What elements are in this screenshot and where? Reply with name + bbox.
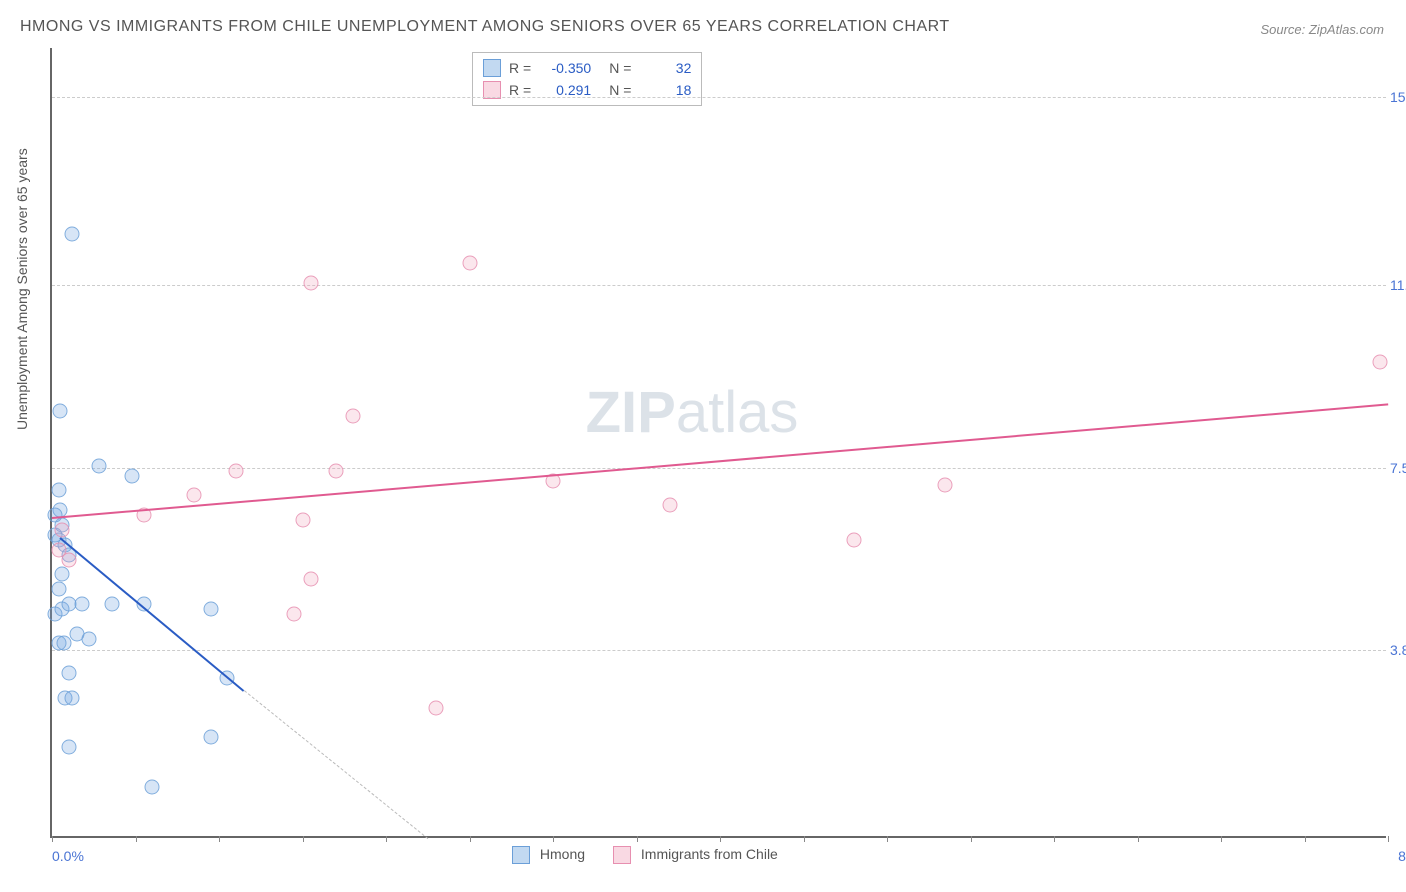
data-point [429, 700, 444, 715]
legend-swatch-blue [512, 846, 530, 864]
data-point [203, 601, 218, 616]
data-point [125, 468, 140, 483]
watermark-bold: ZIP [586, 380, 676, 445]
gridline-horizontal [52, 285, 1386, 286]
data-point [75, 596, 90, 611]
r-value-hmong: -0.350 [539, 57, 591, 79]
data-point [203, 730, 218, 745]
watermark: ZIPatlas [586, 379, 799, 446]
x-tick [1221, 836, 1222, 842]
data-point [61, 740, 76, 755]
data-point [303, 276, 318, 291]
gridline-horizontal [52, 650, 1386, 651]
regression-line [243, 690, 428, 840]
data-point [345, 409, 360, 424]
watermark-light: atlas [676, 380, 799, 445]
plot-area: ZIPatlas R = -0.350 N = 32 R = 0.291 N =… [50, 48, 1386, 838]
data-point [662, 498, 677, 513]
x-axis-min-label: 0.0% [52, 848, 84, 864]
data-point [228, 463, 243, 478]
gridline-horizontal [52, 97, 1386, 98]
data-point [328, 463, 343, 478]
x-tick [887, 836, 888, 842]
data-point [53, 404, 68, 419]
data-point [55, 567, 70, 582]
legend-stats-row-hmong: R = -0.350 N = 32 [483, 57, 691, 79]
data-point [91, 458, 106, 473]
data-point [55, 522, 70, 537]
chart-title: HMONG VS IMMIGRANTS FROM CHILE UNEMPLOYM… [20, 18, 950, 36]
x-tick [386, 836, 387, 842]
data-point [145, 779, 160, 794]
legend-label-chile: Immigrants from Chile [641, 846, 778, 862]
x-tick [1138, 836, 1139, 842]
x-tick [219, 836, 220, 842]
legend-categories: Hmong Immigrants from Chile [512, 846, 778, 864]
gridline-horizontal [52, 468, 1386, 469]
x-tick [553, 836, 554, 842]
x-tick [637, 836, 638, 842]
legend-swatch-blue [483, 59, 501, 77]
data-point [61, 552, 76, 567]
x-tick [971, 836, 972, 842]
y-tick-label: 15.0% [1390, 89, 1406, 105]
x-axis-max-label: 8.0% [1398, 848, 1406, 864]
data-point [303, 572, 318, 587]
x-tick [1305, 836, 1306, 842]
regression-line [60, 537, 245, 692]
x-tick [720, 836, 721, 842]
n-value-hmong: 32 [639, 57, 691, 79]
x-tick [52, 836, 53, 842]
n-label: N = [609, 57, 631, 79]
regression-line [52, 404, 1388, 520]
data-point [51, 582, 66, 597]
data-point [81, 631, 96, 646]
source-attribution: Source: ZipAtlas.com [1260, 22, 1384, 37]
data-point [56, 636, 71, 651]
x-tick [1054, 836, 1055, 842]
data-point [287, 606, 302, 621]
x-tick [303, 836, 304, 842]
data-point [51, 483, 66, 498]
x-tick [470, 836, 471, 842]
x-tick [1388, 836, 1389, 842]
data-point [65, 226, 80, 241]
legend-swatch-pink [613, 846, 631, 864]
y-tick-label: 3.8% [1390, 642, 1406, 658]
data-point [295, 513, 310, 528]
data-point [61, 666, 76, 681]
data-point [105, 596, 120, 611]
y-axis-label: Unemployment Among Seniors over 65 years [14, 148, 30, 430]
data-point [846, 532, 861, 547]
data-point [462, 256, 477, 271]
data-point [938, 478, 953, 493]
y-tick-label: 11.2% [1390, 277, 1406, 293]
y-tick-label: 7.5% [1390, 460, 1406, 476]
legend-item-hmong: Hmong [512, 846, 585, 864]
x-tick [136, 836, 137, 842]
legend-swatch-pink [483, 81, 501, 99]
data-point [65, 690, 80, 705]
x-tick [804, 836, 805, 842]
legend-label-hmong: Hmong [540, 846, 585, 862]
r-label: R = [509, 57, 531, 79]
data-point [186, 488, 201, 503]
legend-item-chile: Immigrants from Chile [613, 846, 778, 864]
data-point [1372, 355, 1387, 370]
data-point [48, 508, 63, 523]
